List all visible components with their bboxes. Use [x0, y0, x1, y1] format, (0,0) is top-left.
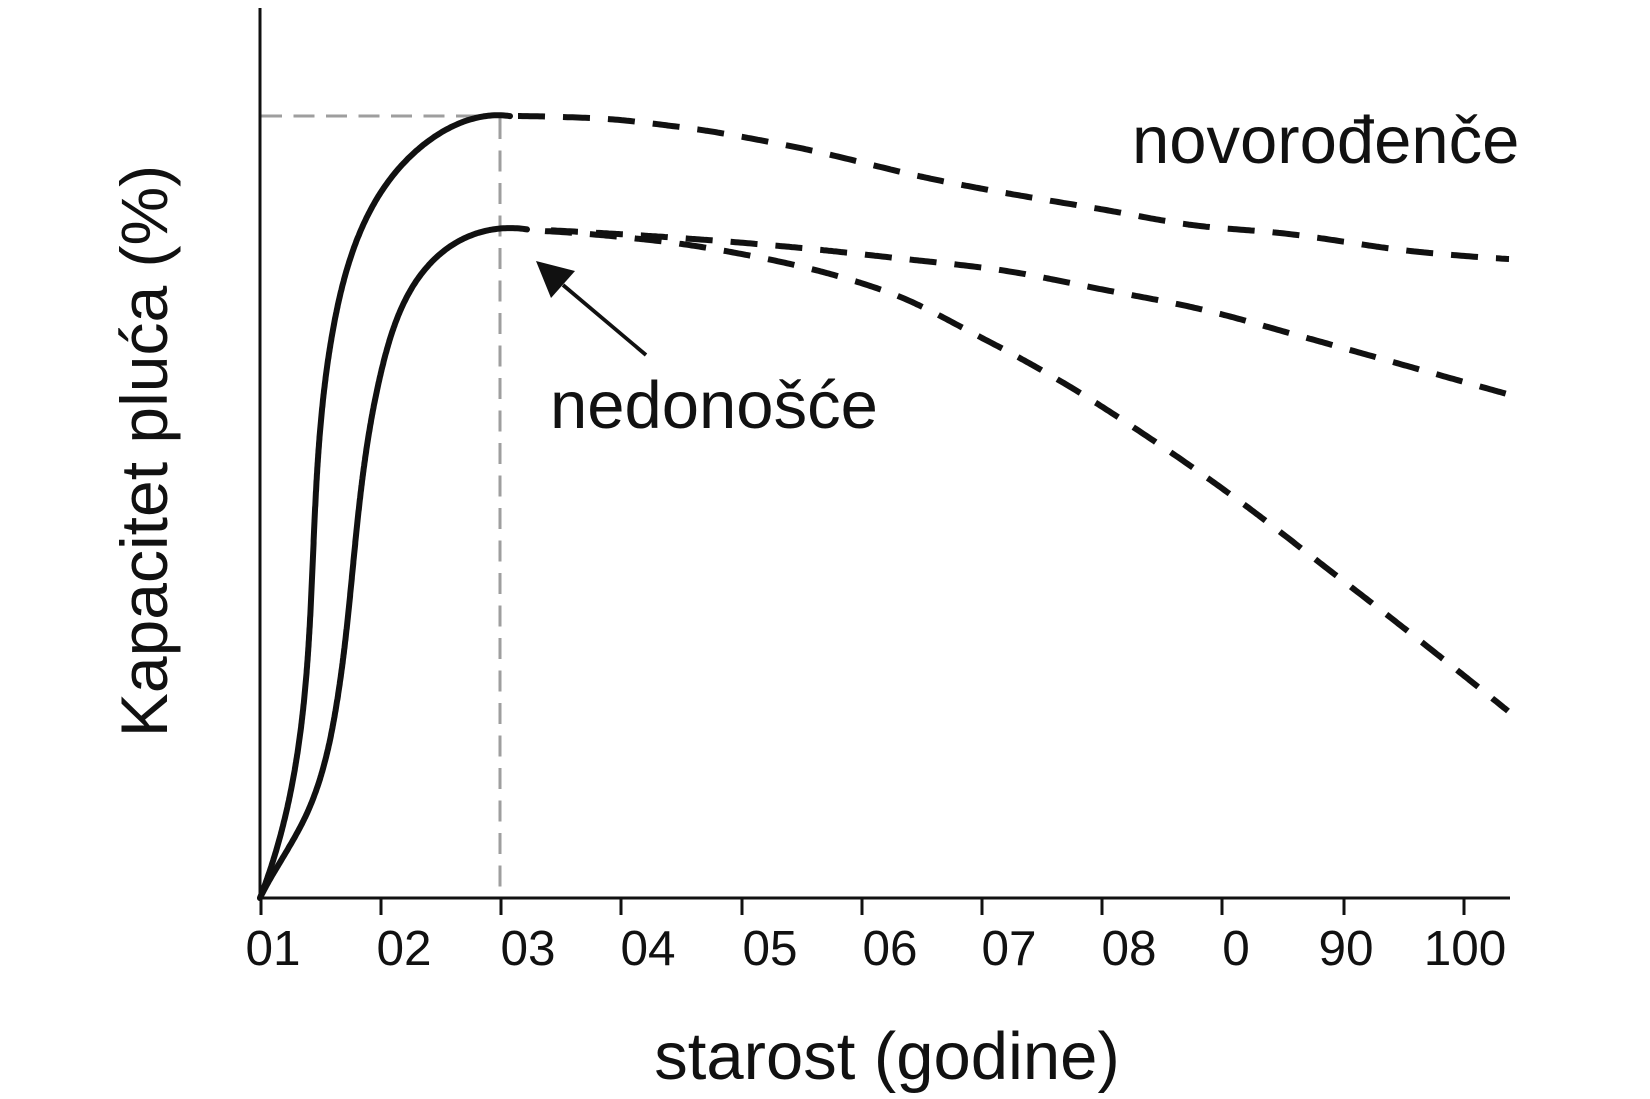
svg-text:nedonošće: nedonošće [550, 368, 878, 443]
svg-text:100: 100 [1424, 921, 1507, 976]
svg-text:06: 06 [862, 921, 917, 976]
svg-text:starost (godine): starost (godine) [654, 1019, 1120, 1094]
svg-text:01: 01 [245, 921, 300, 976]
svg-text:05: 05 [742, 921, 797, 976]
svg-text:90: 90 [1318, 921, 1373, 976]
svg-text:03: 03 [500, 921, 555, 976]
svg-text:0: 0 [1222, 921, 1250, 976]
svg-text:02: 02 [376, 921, 431, 976]
svg-text:novorođenče: novorođenče [1132, 103, 1519, 178]
svg-text:08: 08 [1101, 921, 1156, 976]
svg-text:Kapacitet pluća (%): Kapacitet pluća (%) [107, 165, 181, 737]
svg-text:04: 04 [620, 921, 675, 976]
svg-text:07: 07 [981, 921, 1036, 976]
